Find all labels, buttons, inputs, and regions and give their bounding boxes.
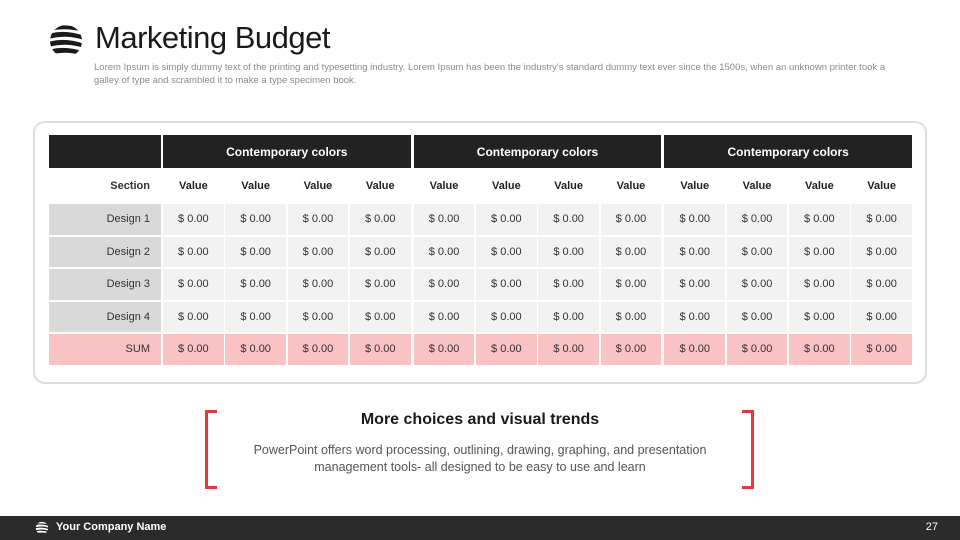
table-cell: $ 0.00 — [349, 301, 411, 332]
sum-cell: $ 0.00 — [413, 334, 475, 365]
table-cell: $ 0.00 — [413, 301, 475, 332]
value-column-header: Value — [178, 180, 208, 192]
table-cell: $ 0.00 — [287, 204, 349, 235]
table-cell: $ 0.00 — [664, 301, 726, 332]
sum-cell: $ 0.00 — [538, 334, 599, 365]
table-cell: $ 0.00 — [476, 301, 537, 332]
callout-text: PowerPoint offers word processing, outli… — [253, 443, 707, 474]
sum-cell: $ 0.00 — [789, 334, 850, 365]
page-subtitle: Lorem Ipsum is simply dummy text of the … — [94, 62, 886, 86]
table-cell: $ 0.00 — [664, 204, 726, 235]
sum-row-label: SUM — [49, 334, 161, 365]
row-label: Design 2 — [49, 236, 161, 267]
company-logo-icon — [50, 25, 82, 56]
sum-cell: $ 0.00 — [349, 334, 411, 365]
table-cell: $ 0.00 — [476, 269, 537, 300]
table-cell: $ 0.00 — [349, 204, 411, 235]
page-number: 27 — [925, 521, 938, 533]
table-cell: $ 0.00 — [600, 301, 662, 332]
section-column-header: Section — [110, 180, 150, 192]
table-cell: $ 0.00 — [600, 204, 662, 235]
table-cell: $ 0.00 — [600, 269, 662, 300]
table-corner-header — [49, 135, 161, 168]
left-bracket — [205, 410, 217, 489]
table-cell: $ 0.00 — [413, 269, 475, 300]
sum-cell: $ 0.00 — [600, 334, 662, 365]
table-cell: $ 0.00 — [538, 236, 599, 267]
page-title: Marketing Budget — [95, 20, 330, 55]
table-cell: $ 0.00 — [726, 236, 788, 267]
sum-cell: $ 0.00 — [225, 334, 286, 365]
table-cell: $ 0.00 — [789, 301, 850, 332]
sum-cell: $ 0.00 — [851, 334, 912, 365]
table-cell: $ 0.00 — [163, 204, 224, 235]
group-header: Contemporary colors — [163, 135, 411, 168]
table-cell: $ 0.00 — [349, 236, 411, 267]
table-cell: $ 0.00 — [349, 269, 411, 300]
group-header: Contemporary colors — [664, 135, 912, 168]
table-cell: $ 0.00 — [287, 236, 349, 267]
table-cell: $ 0.00 — [851, 301, 912, 332]
table-cell: $ 0.00 — [726, 269, 788, 300]
footer-company-name: Your Company Name — [56, 521, 167, 533]
row-label: Design 4 — [49, 301, 161, 332]
table-cell: $ 0.00 — [789, 236, 850, 267]
table-cell: $ 0.00 — [664, 236, 726, 267]
table-cell: $ 0.00 — [225, 204, 286, 235]
table-cell: $ 0.00 — [538, 204, 599, 235]
table-cell: $ 0.00 — [413, 204, 475, 235]
budget-table-card: Contemporary colors Contemporary colors Co… — [33, 121, 927, 384]
value-column-header: Value — [742, 180, 772, 192]
group-header: Contemporary colors — [413, 135, 662, 168]
table-cell: $ 0.00 — [413, 236, 475, 267]
value-column-header: Value — [241, 180, 271, 192]
callout-title: More choices and visual trends — [360, 411, 600, 428]
value-column-header: Value — [554, 180, 584, 192]
value-column-header: Value — [365, 180, 395, 192]
value-column-header: Value — [303, 180, 333, 192]
right-bracket — [742, 410, 754, 489]
table-cell: $ 0.00 — [600, 236, 662, 267]
value-column-header: Value — [429, 180, 459, 192]
table-cell: $ 0.00 — [225, 269, 286, 300]
value-column-header: Value — [680, 180, 710, 192]
table-cell: $ 0.00 — [664, 269, 726, 300]
sum-cell: $ 0.00 — [726, 334, 788, 365]
table-cell: $ 0.00 — [476, 236, 537, 267]
table-cell: $ 0.00 — [851, 236, 912, 267]
sum-cell: $ 0.00 — [287, 334, 349, 365]
table-cell: $ 0.00 — [163, 269, 224, 300]
table-cell: $ 0.00 — [287, 301, 349, 332]
row-label: Design 3 — [49, 269, 161, 300]
sum-cell: $ 0.00 — [664, 334, 726, 365]
table-cell: $ 0.00 — [851, 204, 912, 235]
value-column-header: Value — [804, 180, 834, 192]
table-cell: $ 0.00 — [538, 301, 599, 332]
table-cell: $ 0.00 — [851, 269, 912, 300]
footer-logo-icon — [35, 521, 49, 534]
table-cell: $ 0.00 — [726, 301, 788, 332]
table-cell: $ 0.00 — [476, 204, 537, 235]
value-column-header: Value — [867, 180, 897, 192]
table-cell: $ 0.00 — [789, 269, 850, 300]
footer-bar: Your Company Name 27 — [0, 516, 960, 540]
table-cell: $ 0.00 — [163, 236, 224, 267]
row-label: Design 1 — [49, 204, 161, 235]
sum-cell: $ 0.00 — [476, 334, 537, 365]
value-column-header: Value — [616, 180, 646, 192]
table-cell: $ 0.00 — [163, 301, 224, 332]
table-cell: $ 0.00 — [225, 301, 286, 332]
table-cell: $ 0.00 — [789, 204, 850, 235]
value-column-header: Value — [491, 180, 521, 192]
table-cell: $ 0.00 — [287, 269, 349, 300]
table-cell: $ 0.00 — [225, 236, 286, 267]
sum-cell: $ 0.00 — [163, 334, 224, 365]
table-cell: $ 0.00 — [726, 204, 788, 235]
table-cell: $ 0.00 — [538, 269, 599, 300]
